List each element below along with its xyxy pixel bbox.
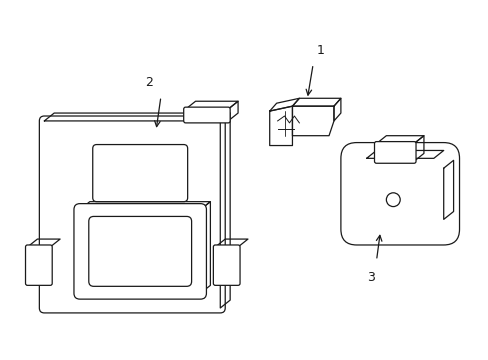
- Text: 3: 3: [366, 271, 374, 284]
- FancyBboxPatch shape: [39, 116, 225, 313]
- FancyBboxPatch shape: [89, 216, 191, 286]
- Text: 1: 1: [317, 44, 325, 57]
- FancyBboxPatch shape: [25, 245, 52, 285]
- FancyBboxPatch shape: [340, 143, 459, 245]
- Text: 2: 2: [145, 76, 153, 89]
- FancyBboxPatch shape: [74, 204, 206, 299]
- FancyBboxPatch shape: [213, 245, 240, 285]
- FancyBboxPatch shape: [93, 145, 187, 202]
- FancyBboxPatch shape: [374, 141, 415, 163]
- FancyBboxPatch shape: [183, 107, 230, 123]
